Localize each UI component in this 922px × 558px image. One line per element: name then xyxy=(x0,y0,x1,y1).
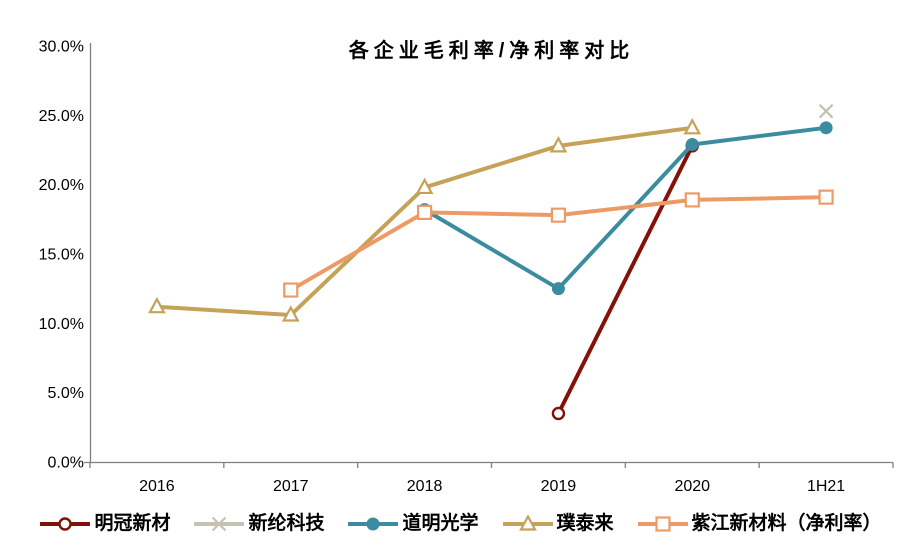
series-line-putailai xyxy=(154,125,695,318)
series-marker-zijiang-xincailiao xyxy=(416,204,433,220)
legend-marker-xinlun-keji xyxy=(194,517,245,532)
y-axis-tick-label: 10.0% xyxy=(39,316,84,333)
series-zijiang-xincailiao xyxy=(283,189,834,298)
y-axis-tick-label: 20.0% xyxy=(39,177,84,194)
series-marker-putailai xyxy=(549,136,568,153)
series-marker-putailai xyxy=(415,177,434,195)
series-marker-zijiang-xincailiao xyxy=(283,282,299,298)
legend-marker-zijiang-xincailiao xyxy=(637,516,688,533)
legend-label-daoming-guangxue: 道明光学 xyxy=(402,513,479,534)
y-axis-tick-label: 5.0% xyxy=(48,385,84,402)
legend-item-zijiang-xincailiao: 紫江新材料（净利率） xyxy=(637,513,882,535)
legend-label-mingguan-xincai: 明冠新材 xyxy=(94,513,171,534)
series-marker-daoming-guangxue xyxy=(819,121,833,135)
legend-item-daoming-guangxue: 道明光学 xyxy=(348,513,479,535)
legend-marker-mingguan-xincai xyxy=(40,517,91,532)
x-axis-tick-label: 2019 xyxy=(541,478,577,495)
x-axis-tick-label: 2017 xyxy=(273,478,309,495)
x-axis-tick-label: 1H21 xyxy=(807,478,845,495)
series-mingguan-xincai xyxy=(551,139,699,421)
series-marker-putailai xyxy=(148,296,166,314)
series-marker-zijiang-xincailiao xyxy=(818,189,834,205)
legend-label-xinlun-keji: 新纶科技 xyxy=(248,513,325,534)
legend-marker-glyph-putailai xyxy=(518,515,537,532)
y-axis-tick-label: 30.0% xyxy=(39,39,84,56)
series-marker-daoming-guangxue xyxy=(551,282,565,296)
legend-item-xinlun-keji: 新纶科技 xyxy=(194,513,325,535)
series-xinlun-keji xyxy=(818,103,834,119)
series-line-daoming-guangxue xyxy=(422,125,829,291)
legend-marker-glyph-xinlun-keji xyxy=(212,517,227,532)
y-axis-tick-label: 0.0% xyxy=(48,455,84,472)
series-marker-zijiang-xincailiao xyxy=(684,192,700,208)
series-marker-zijiang-xincailiao xyxy=(550,207,567,223)
legend-marker-glyph-zijiang-xincailiao xyxy=(654,516,671,533)
legend-marker-putailai xyxy=(502,515,553,532)
legend-label-putailai: 璞泰来 xyxy=(556,513,614,534)
legend-marker-daoming-guangxue xyxy=(348,517,399,531)
legend-item-putailai: 璞泰来 xyxy=(502,513,614,535)
x-axis-tick-label: 2020 xyxy=(674,478,710,495)
series-marker-daoming-guangxue xyxy=(685,137,699,151)
series-marker-xinlun-keji xyxy=(818,103,834,119)
x-axis-tick-label: 2016 xyxy=(139,478,175,495)
chart-legend: 明冠新材 新纶科技 道明光学 璞泰来 紫江新材料（净利率） xyxy=(0,513,922,535)
y-axis-tick-label: 15.0% xyxy=(39,247,84,264)
series-putailai xyxy=(148,117,702,322)
legend-marker-glyph-mingguan-xincai xyxy=(58,517,73,532)
y-axis-tick-label: 25.0% xyxy=(39,108,84,125)
legend-marker-glyph-daoming-guangxue xyxy=(366,517,380,531)
x-axis-tick-label: 2018 xyxy=(407,478,443,495)
legend-label-zijiang-xincailiao: 紫江新材料（净利率） xyxy=(691,513,882,534)
line-chart-plot: 30.0% 25.0% 20.0% 15.0% 10.0% 5.0% 0.0% 2016 201… xyxy=(39,39,894,495)
chart-title: 各企业毛利率/净利率对比 xyxy=(348,40,635,62)
series-line-mingguan-xincai xyxy=(556,143,695,416)
series-marker-putailai xyxy=(281,305,300,322)
series-marker-mingguan-xincai xyxy=(551,406,566,421)
legend-item-mingguan-xincai: 明冠新材 xyxy=(40,513,171,535)
series-marker-putailai xyxy=(683,117,702,135)
